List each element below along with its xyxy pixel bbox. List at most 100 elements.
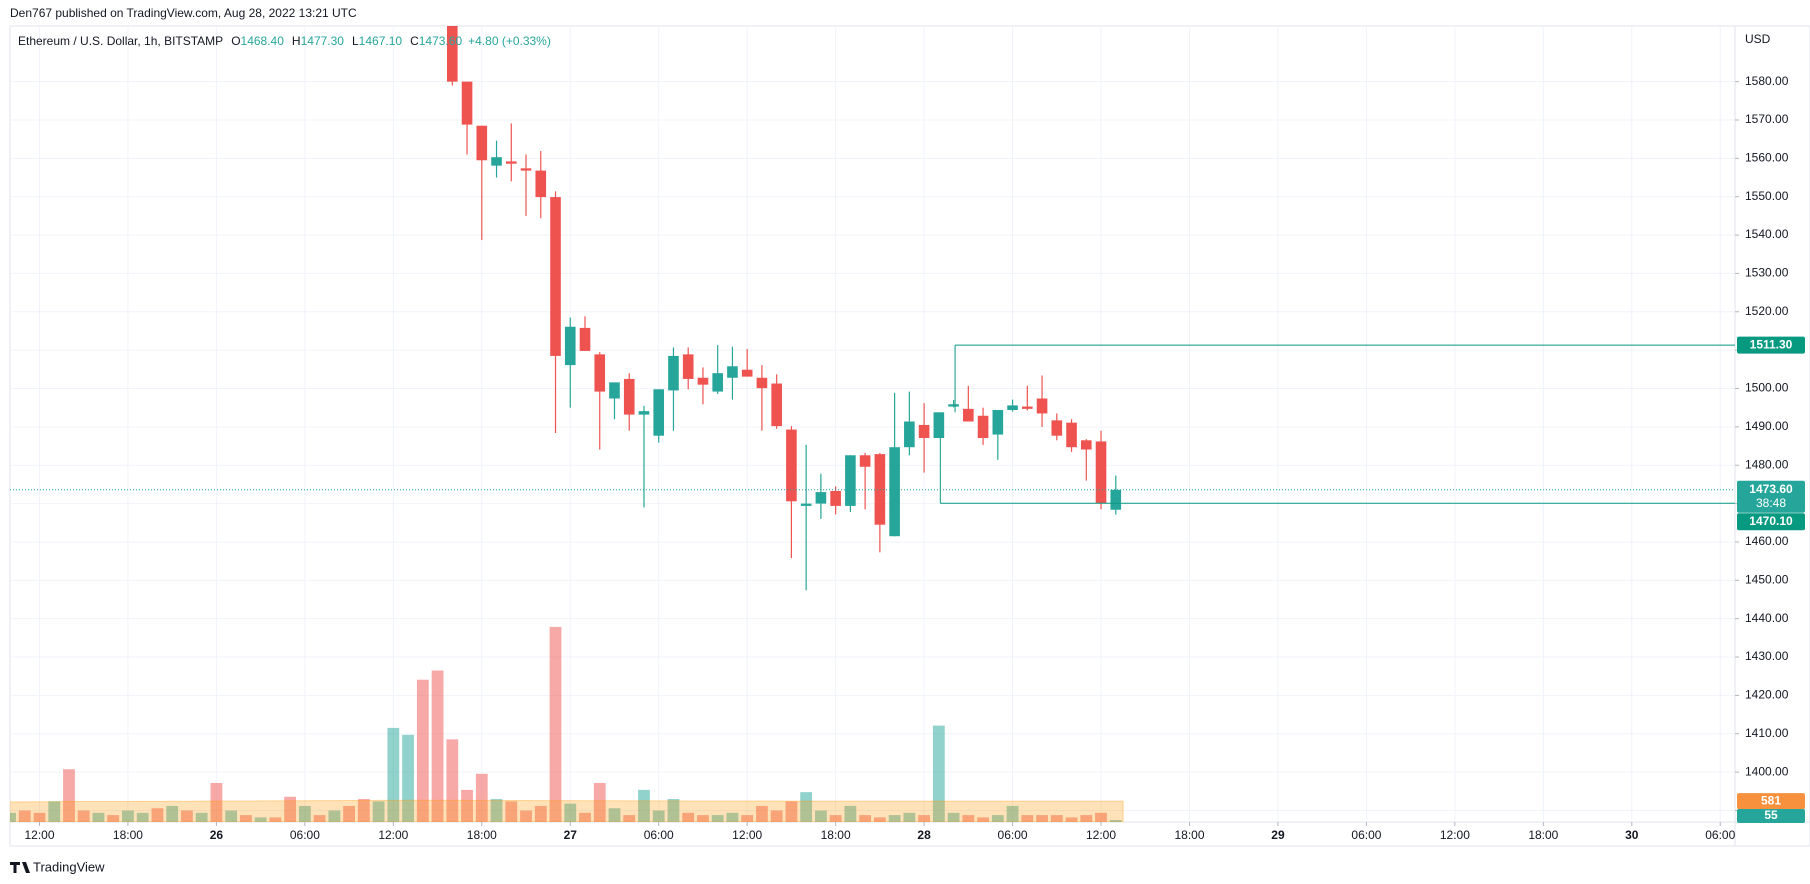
volume-bar (785, 801, 798, 822)
x-tick-label: 12:00 (24, 828, 54, 842)
candle-body (520, 168, 532, 171)
candle-body (918, 424, 930, 439)
volume-bar (1080, 815, 1093, 822)
y-tick-label: 1400.00 (1745, 764, 1789, 778)
y-tick-label: 1430.00 (1745, 649, 1789, 663)
y-tick-label: 1540.00 (1745, 227, 1789, 241)
legend-symbol: Ethereum / U.S. Dollar, 1h, BITSTAMP (18, 34, 223, 48)
candles (10, 26, 1735, 591)
y-tick-label: 1550.00 (1745, 189, 1789, 203)
volume-bar (770, 810, 783, 822)
candle-body (859, 455, 871, 467)
volume-bar (564, 803, 577, 822)
volume-bar (859, 815, 872, 822)
candle-body (948, 404, 959, 407)
x-tick-label: 30 (1625, 828, 1639, 842)
level-badge: 1511.30 (1750, 337, 1793, 351)
volume-bar (711, 815, 724, 822)
x-tick-label: 06:00 (644, 828, 674, 842)
level-badge: 1470.10 (1749, 514, 1793, 528)
candle-body (1007, 405, 1018, 410)
volume-bar (107, 815, 120, 822)
x-tick-label: 06:00 (998, 828, 1028, 842)
candle-body (977, 415, 989, 439)
y-tick-label: 1560.00 (1745, 151, 1789, 165)
volume-bar (638, 789, 650, 822)
candle-body (491, 157, 502, 166)
axis-currency: USD (1745, 32, 1771, 46)
x-tick-label: 12:00 (1440, 828, 1470, 842)
y-tick-label: 1480.00 (1745, 457, 1789, 471)
volume-bar (534, 805, 547, 822)
y-tick-label: 1450.00 (1745, 572, 1789, 586)
x-tick-label: 26 (210, 828, 224, 842)
volume-badge-bg (1737, 809, 1805, 823)
candle-body (550, 197, 561, 356)
volume-bar (225, 810, 238, 822)
volume-bar (623, 815, 636, 822)
grid (10, 26, 1735, 822)
candle-body (505, 161, 517, 164)
volume-bar (1109, 820, 1122, 822)
volume-bar (520, 810, 532, 822)
legend-key: C (410, 34, 419, 48)
volume-bar (77, 810, 90, 822)
x-tick-label: 18:00 (113, 828, 143, 842)
candle-body (1036, 398, 1048, 414)
y-tick-label: 1580.00 (1745, 74, 1789, 88)
candle-body (609, 382, 620, 399)
legend: Ethereum / U.S. Dollar, 1h, BITSTAMP O146… (18, 34, 551, 48)
volume-bar (298, 805, 311, 822)
volume-bar (756, 805, 768, 822)
y-tick-label: 1500.00 (1745, 381, 1789, 395)
x-tick-label: 12:00 (1086, 828, 1116, 842)
volume-bar (815, 810, 827, 822)
legend-value: 1467.10 (359, 34, 403, 48)
volume-badge: 55 (1764, 808, 1778, 822)
volume-bar (903, 812, 916, 822)
candle-body (682, 354, 694, 379)
volume-bar (962, 815, 975, 822)
candle-body (874, 454, 886, 525)
volume-bar (92, 812, 105, 822)
volume-bar (357, 799, 370, 822)
volume-bar (387, 727, 400, 822)
y-tick-label: 1570.00 (1745, 112, 1789, 126)
publish-header: Den767 published on TradingView.com, Aug… (10, 6, 357, 20)
volume-ma-badge-bg (1737, 793, 1805, 810)
volume-bar (844, 805, 857, 822)
last-price-badge: 1473.60 (1749, 482, 1793, 496)
volume-bar (947, 812, 960, 822)
candle-body (963, 408, 974, 422)
volume-bar (726, 812, 739, 822)
volume-bar (151, 808, 164, 822)
volume-bar (549, 626, 562, 822)
y-tick-label: 1520.00 (1745, 304, 1789, 318)
volume-bar (1006, 805, 1019, 822)
candle-body (756, 377, 768, 389)
candle-body (1080, 440, 1092, 450)
candle-body (904, 421, 915, 448)
volume-bar (122, 810, 134, 822)
candle-body (564, 326, 576, 366)
volume-bar (682, 812, 695, 822)
legend-key: O (231, 34, 240, 48)
x-tick-label: 06:00 (290, 828, 320, 842)
x-tick-label: 27 (564, 828, 578, 842)
volume-bar (593, 782, 606, 822)
x-tick-label: 06:00 (1351, 828, 1381, 842)
x-tick-label: 28 (917, 828, 931, 842)
candle-body (579, 327, 591, 351)
volume-bar (48, 801, 61, 822)
volume-bar (741, 815, 754, 822)
legend-value: 1468.40 (241, 34, 285, 48)
volume-bar (372, 801, 385, 822)
y-tick-label: 1490.00 (1745, 419, 1789, 433)
volume-bar (873, 817, 886, 822)
volume-bar (1095, 812, 1107, 822)
volume-bar (608, 808, 621, 822)
volume-bar (932, 725, 945, 822)
volume-bar (667, 799, 680, 822)
volume-bar (652, 810, 665, 822)
